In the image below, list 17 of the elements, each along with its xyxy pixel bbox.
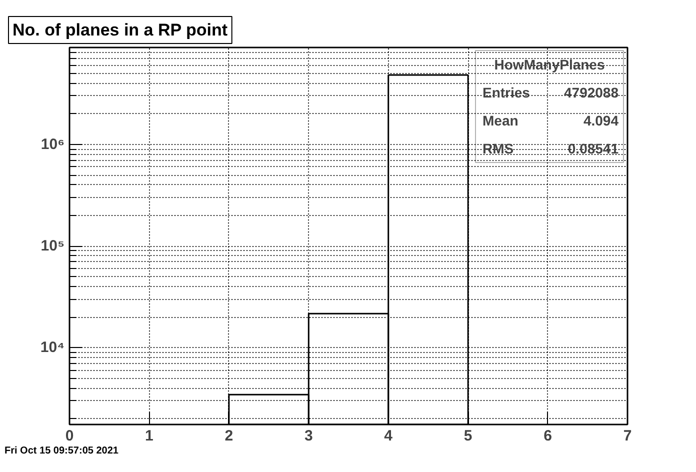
text: Entries 4792088 — [482, 84, 619, 100]
x-tick-label: 6 — [544, 428, 552, 444]
x-tick-label: 1 — [145, 428, 154, 444]
x-tick-label: 4 — [384, 428, 394, 444]
text: RMS 0.08541 — [482, 140, 619, 156]
x-tick-label: 7 — [623, 428, 632, 444]
chart-title: No. of planes in a RP point — [12, 20, 228, 40]
text: Mean 4.094 — [482, 112, 619, 128]
y-tick-label: 10⁵ — [40, 238, 65, 255]
x-tick-label: 3 — [304, 428, 313, 444]
y-tick-label: 10⁴ — [40, 339, 65, 356]
text: Fri Oct 15 09:57:05 2021 — [4, 446, 119, 456]
x-tick-label: 2 — [224, 428, 234, 444]
x-tick-label: 5 — [464, 428, 472, 444]
y-tick-label: 10⁶ — [40, 136, 64, 153]
x-tick-label: 0 — [65, 428, 74, 444]
legend-title: HowManyPlanes — [494, 56, 605, 72]
